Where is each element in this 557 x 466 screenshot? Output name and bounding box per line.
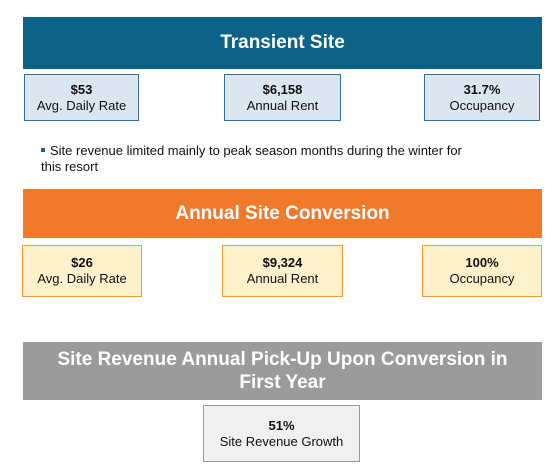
annual-occupancy-card: 100% Occupancy	[422, 245, 542, 297]
transient-adr-label: Avg. Daily Rate	[36, 97, 127, 113]
pickup-title-line1: Site Revenue Annual Pick-Up Upon Convers…	[57, 349, 508, 370]
annual-conversion-banner: Annual Site Conversion	[23, 189, 542, 238]
annual-annual-rent-value: $9,324	[262, 255, 303, 270]
transient-occupancy-value: 31.7%	[463, 81, 501, 97]
transient-annual-rent-label: Annual Rent	[246, 97, 319, 113]
pickup-title: Site Revenue Annual Pick-Up Upon Convers…	[57, 348, 507, 394]
bullet-icon	[41, 147, 45, 152]
transient-adr-card: $53 Avg. Daily Rate	[24, 74, 139, 121]
transient-site-banner: Transient Site	[23, 17, 542, 69]
transient-note-line1: Site revenue limited mainly to peak seas…	[50, 143, 462, 158]
transient-adr-value: $53	[70, 81, 93, 97]
site-revenue-growth-label: Site Revenue Growth	[219, 433, 344, 449]
transient-occupancy-label: Occupancy	[449, 97, 515, 113]
annual-occupancy-label: Occupancy	[449, 271, 515, 286]
annual-annual-rent-label: Annual Rent	[246, 271, 319, 286]
transient-occupancy-card: 31.7% Occupancy	[424, 74, 540, 121]
annual-conversion-title: Annual Site Conversion	[175, 202, 390, 224]
site-revenue-growth-card: 51% Site Revenue Growth	[203, 405, 360, 462]
annual-adr-card: $26 Avg. Daily Rate	[22, 245, 142, 297]
pickup-title-line2: First Year	[239, 372, 326, 393]
transient-note: Site revenue limited mainly to peak seas…	[41, 143, 521, 175]
pickup-banner: Site Revenue Annual Pick-Up Upon Convers…	[23, 342, 542, 400]
site-revenue-growth-value: 51%	[268, 417, 295, 433]
annual-adr-label: Avg. Daily Rate	[37, 271, 127, 286]
annual-adr-value: $26	[71, 255, 93, 270]
transient-site-title: Transient Site	[220, 32, 345, 53]
transient-annual-rent-card: $6,158 Annual Rent	[224, 74, 341, 121]
transient-annual-rent-value: $6,158	[262, 81, 303, 97]
annual-occupancy-value: 100%	[465, 255, 499, 270]
annual-annual-rent-card: $9,324 Annual Rent	[222, 245, 343, 297]
transient-note-line2: this resort	[41, 159, 99, 174]
